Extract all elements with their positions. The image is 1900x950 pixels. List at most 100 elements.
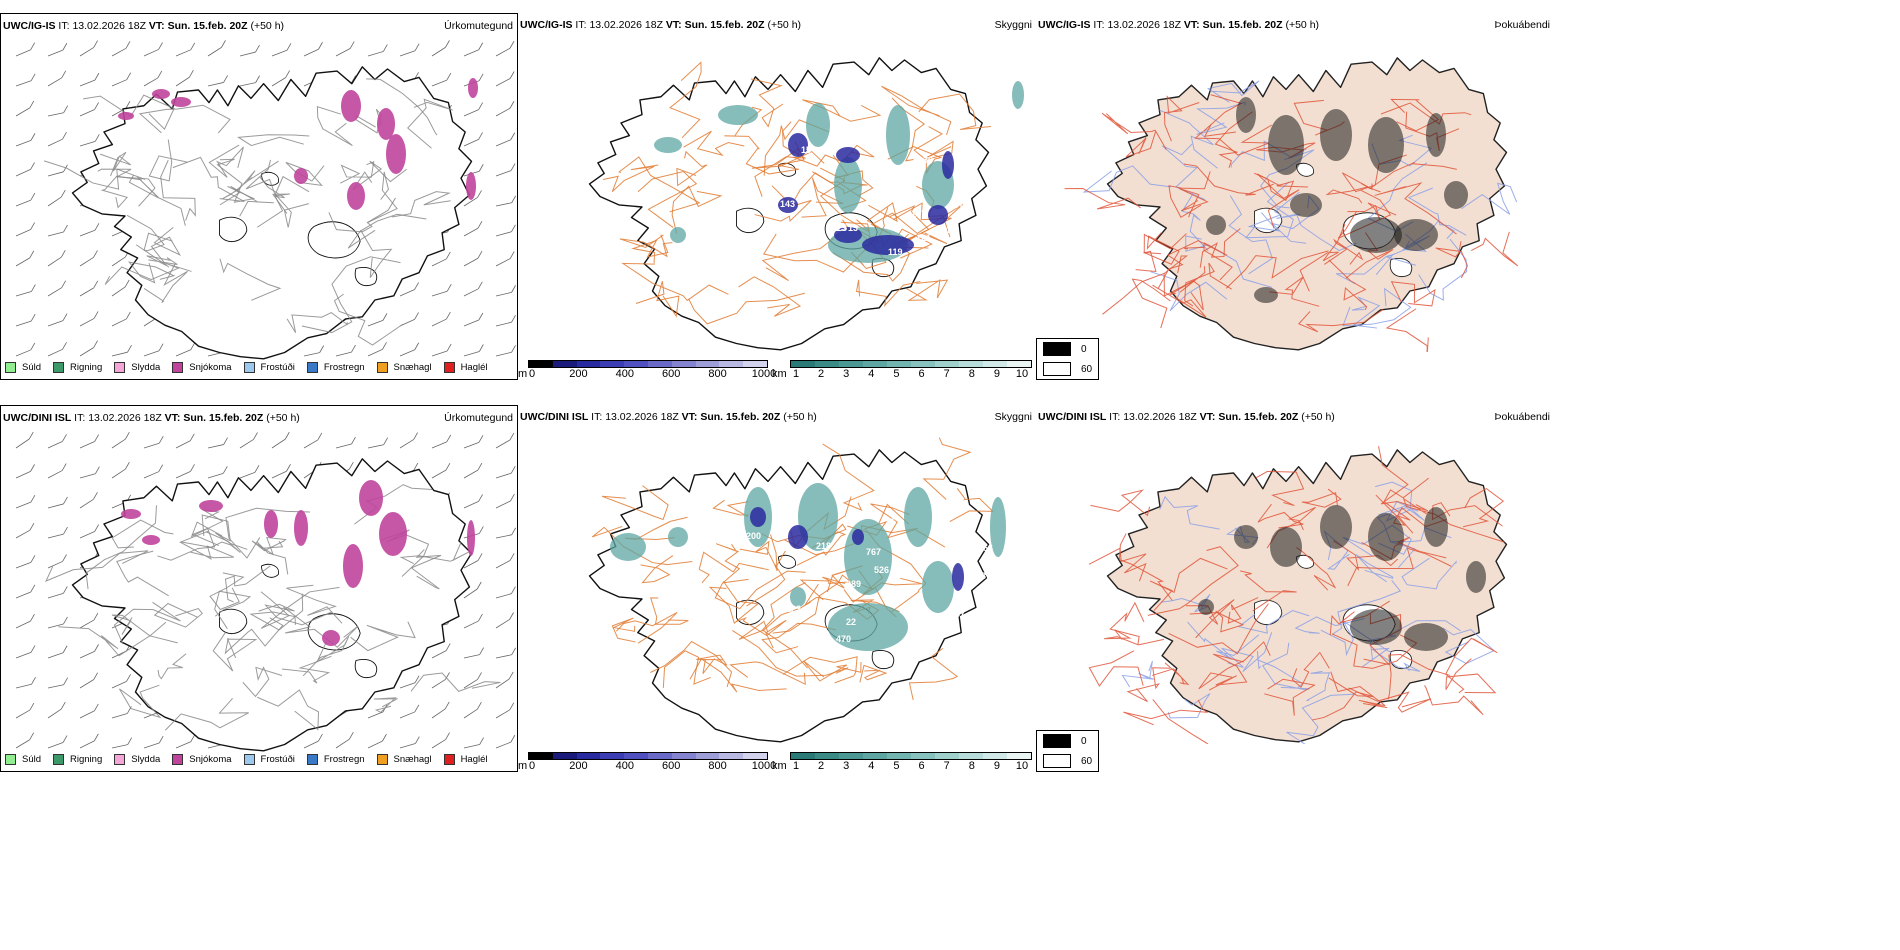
legend-swatch <box>172 362 184 373</box>
visibility-scale-tick: 7 <box>943 368 950 380</box>
legend-swatch <box>114 754 126 765</box>
fog-legend-label: 60 <box>1081 363 1093 375</box>
lead-time: (+50 h) <box>767 19 802 31</box>
legend-swatch <box>243 362 255 373</box>
legend-item: Súld <box>5 754 41 765</box>
legend-swatch <box>172 754 184 765</box>
height-scale-bar <box>528 360 768 368</box>
fog-legend-row: 60 <box>1037 751 1098 771</box>
fog-indicator-panel: UWC/DINI ISL IT: 13.02.2026 18Z VT: Sun.… <box>1036 405 1556 772</box>
legend-label: Haglél <box>460 362 488 373</box>
model-name: UWC/DINI ISL <box>1038 411 1107 423</box>
legend-item: Snjókoma <box>172 362 232 373</box>
value-label: 223 <box>786 604 801 614</box>
legend-label: Rigning <box>70 754 103 765</box>
forecast-header: UWC/IG-IS IT: 13.02.2026 18Z VT: Sun. 15… <box>3 20 284 32</box>
value-label: 377 <box>810 559 825 569</box>
legend-item: Slydda <box>114 754 160 765</box>
value-label: 75 <box>886 517 896 527</box>
legend-swatch <box>114 362 126 373</box>
legend-label: Frostúði <box>260 754 295 765</box>
legend-item: Frostúði <box>243 362 295 373</box>
model-name: UWC/DINI ISL <box>520 411 589 423</box>
panel-title: Skyggni <box>994 411 1032 423</box>
value-label: 22 <box>951 537 961 547</box>
legend-label: Haglél <box>460 754 488 765</box>
legend-swatch <box>306 362 318 373</box>
value-label: 48 <box>976 571 986 581</box>
vt-label: VT: <box>1199 411 1216 423</box>
legend-item: Frostregn <box>306 362 365 373</box>
height-scale-tick: 400 <box>615 368 634 380</box>
lead-time: (+50 h) <box>783 411 817 423</box>
precip-map <box>15 431 517 752</box>
value-label: 121 <box>916 233 931 243</box>
legend-label: Frostregn <box>323 754 365 765</box>
it-value: 13.02.2026 18Z <box>72 20 146 32</box>
legend-item: Súld <box>5 362 41 373</box>
legend-swatch <box>243 754 255 765</box>
vt-value: Sun. 15.feb. 20Z <box>700 411 781 423</box>
value-label: 357 <box>950 609 965 619</box>
value-label: 30 <box>923 155 933 165</box>
it-value: 13.02.2026 18Z <box>589 19 663 31</box>
legend-swatch <box>5 754 16 765</box>
it-label: IT: <box>1109 411 1121 423</box>
legend-item: Frostúði <box>243 754 295 765</box>
it-label: IT: <box>575 19 587 31</box>
height-scale-tick: 1000 <box>751 760 777 772</box>
precip-legend: Súld Rigning Slydda Snjókoma Frostúði Frostre… <box>5 754 500 765</box>
value-label: 200 <box>746 531 761 541</box>
legend-label: Súld <box>22 754 42 765</box>
model-name: UWC/IG-IS <box>3 20 56 32</box>
visibility-scale-bar <box>790 752 1032 760</box>
fog-indicator-panel: UWC/IG-IS IT: 13.02.2026 18Z VT: Sun. 15… <box>1036 13 1556 380</box>
cloud-visibility-panel: UWC/IG-IS IT: 13.02.2026 18Z VT: Sun. 15… <box>518 13 1036 380</box>
cloud-visibility-panel: UWC/DINI ISL IT: 13.02.2026 18Z VT: Sun.… <box>518 405 1036 772</box>
value-label: 125 <box>832 223 847 233</box>
iceland-outline <box>45 458 501 752</box>
legend-swatch <box>376 362 388 373</box>
fog-legend-row: 60 <box>1037 359 1098 379</box>
legend-label: Súld <box>22 362 42 373</box>
height-scale-tick: 600 <box>662 760 681 772</box>
height-scale-tick: 200 <box>569 760 588 772</box>
vt-value: Sun. 15.feb. 20Z <box>183 412 264 424</box>
precip-legend: Súld Rigning Slydda Snjókoma Frostúði Frostre… <box>5 362 500 373</box>
forecast-header: UWC/DINI ISL IT: 13.02.2026 18Z VT: Sun.… <box>520 411 817 423</box>
visibility-scale-tick: 7 <box>943 760 950 772</box>
legend-label: Frostregn <box>323 362 365 373</box>
visibility-scale-bar <box>790 360 1032 368</box>
fog-legend: 0 60 <box>1036 730 1100 772</box>
visibility-scale-tick: 10 <box>1015 760 1029 772</box>
it-value: 13.02.2026 18Z <box>88 412 162 424</box>
value-label: 13 <box>836 223 846 233</box>
height-scale-tick: 0 <box>528 760 536 772</box>
legend-swatch <box>53 362 65 373</box>
forecast-header: UWC/IG-IS IT: 13.02.2026 18Z VT: Sun. 15… <box>1038 19 1319 31</box>
it-label: IT: <box>591 411 603 423</box>
value-label: 526 <box>874 565 889 575</box>
legend-label: Snjókoma <box>189 754 232 765</box>
visibility-scale-tick: 10 <box>1015 368 1029 380</box>
visibility-scale-tick: 1 <box>792 368 800 380</box>
height-scale-tick: 200 <box>569 368 588 380</box>
value-label: 107 <box>911 209 926 219</box>
panel-title: Skyggni <box>994 19 1032 31</box>
it-value: 13.02.2026 18Z <box>1107 19 1181 31</box>
fog-legend-swatch <box>1043 734 1071 748</box>
forecast-row: UWC/DINI ISL IT: 13.02.2026 18Z VT: Sun.… <box>0 405 1556 772</box>
panel-title: Þokuábendi <box>1494 411 1550 423</box>
value-label: 218 <box>816 541 831 551</box>
forecast-header: UWC/DINI ISL IT: 13.02.2026 18Z VT: Sun.… <box>1038 411 1335 423</box>
value-label: 119 <box>888 247 903 257</box>
visibility-scale-tick: 3 <box>843 368 850 380</box>
visibility-scale-tick: 8 <box>968 368 975 380</box>
vt-value: Sun. 15.feb. 20Z <box>684 19 765 31</box>
legend-item: Haglél <box>443 362 488 373</box>
fog-legend-row: 0 <box>1037 339 1098 359</box>
value-label: 15 <box>801 145 811 155</box>
visibility-scale-tick: 5 <box>893 368 900 380</box>
panel-title: Úrkomutegund <box>444 20 513 32</box>
